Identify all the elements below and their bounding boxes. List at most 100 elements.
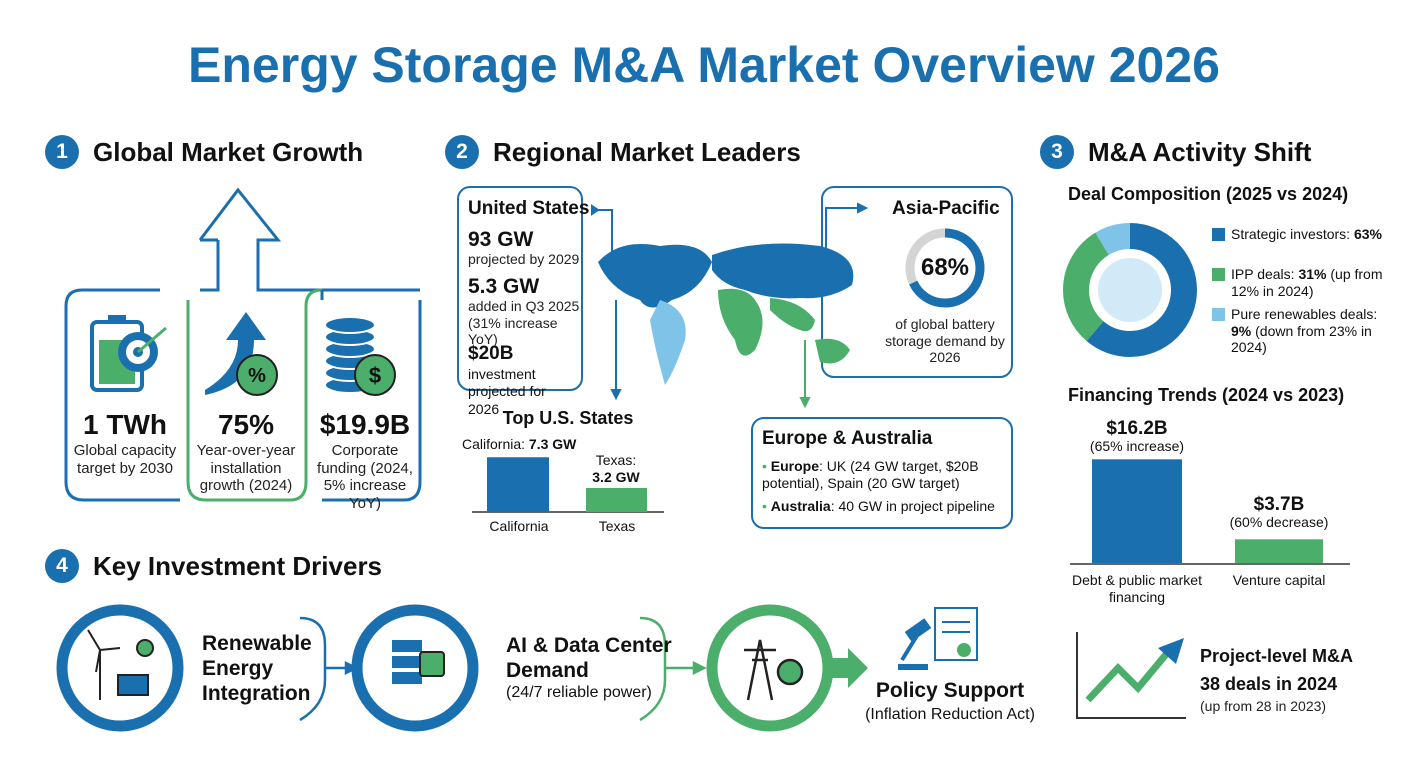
donut-core xyxy=(1098,258,1162,322)
us-box xyxy=(457,186,583,391)
state-bar xyxy=(487,457,549,512)
section-heading: Global Market Growth xyxy=(93,137,364,167)
region-name: United States xyxy=(468,198,590,219)
stat-value: 1 TWh xyxy=(83,409,167,440)
states-title: Top U.S. States xyxy=(502,408,634,428)
bar-value: $3.7B xyxy=(1253,494,1305,515)
subheading: Deal Composition (2025 vs 2024) xyxy=(1068,184,1349,204)
donut-segment xyxy=(1063,223,1197,357)
driver-note: (24/7 reliable power) xyxy=(506,684,652,701)
legend-entry: IPP deals: 31% (up from 12% in 2024) xyxy=(1231,266,1391,299)
legend-value: 63% xyxy=(1353,226,1382,242)
state-label-text: Texas: xyxy=(595,452,637,468)
driver-title: AI & Data Center Demand xyxy=(506,634,672,682)
pylon-icon xyxy=(744,639,804,701)
renewable-icon xyxy=(87,629,154,700)
region-name: Europe & Australia xyxy=(762,428,933,449)
region-stat-text: added in Q3 2025 (31% increase YoY) xyxy=(468,298,580,348)
percent-glyph: % xyxy=(248,365,266,387)
donut-segment xyxy=(1063,223,1197,357)
region-name: Asia-Pacific xyxy=(892,198,1000,219)
world-map xyxy=(598,243,854,385)
region-stat-text: of global battery storage demand by 2026 xyxy=(885,316,1005,366)
legend-swatch xyxy=(1212,228,1225,241)
legend-value: 9% xyxy=(1231,322,1252,339)
policy-arrow xyxy=(830,648,868,688)
region-stat: 93 GW xyxy=(468,228,534,251)
bar-value: $16.2B xyxy=(1106,418,1168,439)
driver-title: Renewable Energy Integration xyxy=(202,632,312,705)
bar-category: Debt & public market financing xyxy=(1072,572,1202,605)
project-value: 38 deals in 2024 xyxy=(1200,674,1338,694)
section-number: 4 xyxy=(45,549,79,583)
project-note: (up from 28 in 2023) xyxy=(1200,698,1327,714)
stat-value: $19.9B xyxy=(319,409,411,440)
section-heading: Regional Market Leaders xyxy=(493,137,801,167)
bullet-text: : UK (24 GW target, $20B potential), Spa… xyxy=(762,458,979,491)
legend-value: 31% xyxy=(1298,266,1327,282)
legend-label: Pure renewables deals: xyxy=(1231,306,1378,322)
stat-value: 75% xyxy=(217,409,275,440)
section-heading: M&A Activity Shift xyxy=(1088,137,1312,167)
state-value: 3.2 GW xyxy=(592,468,640,485)
financing-bar xyxy=(1092,459,1182,563)
legend-entry: Strategic investors: 63% xyxy=(1231,226,1391,243)
map-arrows xyxy=(591,202,869,409)
state-bar xyxy=(586,488,647,512)
driver-note: (Inflation Reduction Act) xyxy=(865,706,1035,723)
driver-ring xyxy=(706,604,834,732)
driver-title: Policy Support xyxy=(875,679,1025,702)
section-number: 3 xyxy=(1040,135,1074,169)
region-stat-line: $20B investment projected for 2026 xyxy=(468,342,580,418)
bullet-label: Europe xyxy=(770,458,820,474)
section-heading: Key Investment Drivers xyxy=(93,551,383,581)
stat-label: Global capacity target by 2030 xyxy=(73,442,177,477)
bullet-text: : 40 GW in project pipeline xyxy=(830,498,995,514)
driver-ring xyxy=(56,604,184,732)
state-category: Texas xyxy=(598,518,636,534)
europe-box xyxy=(751,417,1013,529)
bar-category: Venture capital xyxy=(1232,572,1326,588)
gauge-label: 68% xyxy=(920,254,970,281)
bar-note: (60% decrease) xyxy=(1229,514,1329,530)
subheading: Financing Trends (2024 vs 2023) xyxy=(1068,385,1345,405)
region-stat: 5.3 GW xyxy=(468,275,540,298)
legend-label: IPP deals: xyxy=(1231,266,1295,282)
state-category: California xyxy=(489,518,549,534)
section-number: 1 xyxy=(45,135,79,169)
region-stat: $20B xyxy=(468,343,514,364)
trend-icon xyxy=(1076,632,1186,719)
state-value: 7.3 GW xyxy=(528,436,577,452)
state-label-text: California: xyxy=(462,436,526,452)
state-label: California: 7.3 GW xyxy=(462,436,576,453)
growth-arrow-icon: % xyxy=(205,312,278,396)
gauge-arc xyxy=(905,228,985,308)
dollar-glyph: $ xyxy=(369,363,381,388)
region-stat-text: investment projected for 2026 xyxy=(468,365,546,417)
growth-frame xyxy=(64,187,422,502)
page-title: Energy Storage M&A Market Overview 2026 xyxy=(188,37,1220,93)
server-icon xyxy=(392,640,445,684)
section-number: 2 xyxy=(445,135,479,169)
gavel-icon xyxy=(898,607,978,670)
driver-connectors xyxy=(299,616,707,722)
region-bullet: • Australia: 40 GW in project pipeline xyxy=(762,498,1006,515)
financing-bar xyxy=(1235,539,1323,563)
stat-label: Corporate funding (2024, 5% increase YoY… xyxy=(317,442,413,513)
legend-note: (down from 23% in 2024) xyxy=(1231,322,1372,356)
region-stat-text: projected by 2029 xyxy=(468,251,580,267)
legend-swatch xyxy=(1212,308,1225,321)
region-bullet: • Europe: UK (24 GW target, $20B potenti… xyxy=(762,458,1006,491)
state-label: Texas: 3.2 GW xyxy=(580,452,652,485)
bullet: • xyxy=(762,458,767,474)
battery-icon xyxy=(90,315,167,392)
stat-label: Year-over-year installation growth (2024… xyxy=(196,442,296,495)
bullet: • xyxy=(762,498,767,514)
legend-label: Strategic investors: xyxy=(1231,226,1351,242)
project-title: Project-level M&A xyxy=(1200,646,1354,666)
legend-entry: Pure renewables deals: 9% (down from 23%… xyxy=(1231,306,1391,356)
bar-note: (65% increase) xyxy=(1089,438,1185,454)
coins-icon: $ xyxy=(324,316,396,396)
